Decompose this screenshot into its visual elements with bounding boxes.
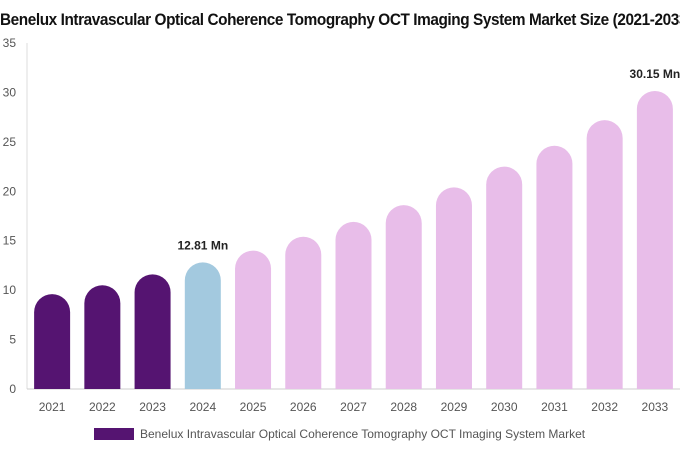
x-tick-label: 2033 <box>642 400 669 414</box>
legend-swatch <box>94 428 134 440</box>
bar-2031 <box>536 145 573 389</box>
x-tick-label: 2031 <box>541 400 568 414</box>
bar-2033 <box>636 90 673 390</box>
x-tick-label: 2025 <box>240 400 267 414</box>
bar-2022 <box>84 285 121 389</box>
legend: Benelux Intravascular Optical Coherence … <box>94 426 585 442</box>
y-tick-label: 25 <box>3 135 17 149</box>
bar-2021 <box>34 294 71 389</box>
y-tick-label: 0 <box>9 382 16 396</box>
x-tick-label: 2028 <box>390 400 417 414</box>
bar-2030 <box>486 166 523 389</box>
legend-label: Benelux Intravascular Optical Coherence … <box>140 427 586 441</box>
y-tick-label: 15 <box>3 234 17 248</box>
bar-2026 <box>285 236 322 389</box>
bar-2025 <box>235 250 272 389</box>
bar-2029 <box>435 187 472 389</box>
data-label: 12.81 Mn <box>177 238 228 252</box>
y-tick-label: 10 <box>3 283 17 297</box>
bar-2032 <box>586 120 623 389</box>
x-tick-label: 2030 <box>491 400 518 414</box>
data-label: 30.15 Mn <box>630 67 680 81</box>
x-tick-label: 2027 <box>340 400 367 414</box>
y-tick-label: 30 <box>3 85 17 99</box>
x-tick-label: 2024 <box>189 400 216 414</box>
x-tick-label: 2023 <box>139 400 166 414</box>
bar-2028 <box>385 205 422 389</box>
x-tick-label: 2021 <box>39 400 66 414</box>
y-tick-label: 20 <box>3 184 17 198</box>
bar-2024 <box>184 262 221 389</box>
y-tick-label: 35 <box>3 36 17 50</box>
bar-2027 <box>335 221 372 389</box>
y-tick-label: 5 <box>9 333 16 347</box>
x-tick-label: 2029 <box>441 400 468 414</box>
bar-2023 <box>134 274 171 389</box>
chart-title: Benelux Intravascular Optical Coherence … <box>0 11 680 29</box>
x-tick-label: 2026 <box>290 400 317 414</box>
x-tick-label: 2032 <box>591 400 618 414</box>
x-tick-label: 2022 <box>89 400 116 414</box>
